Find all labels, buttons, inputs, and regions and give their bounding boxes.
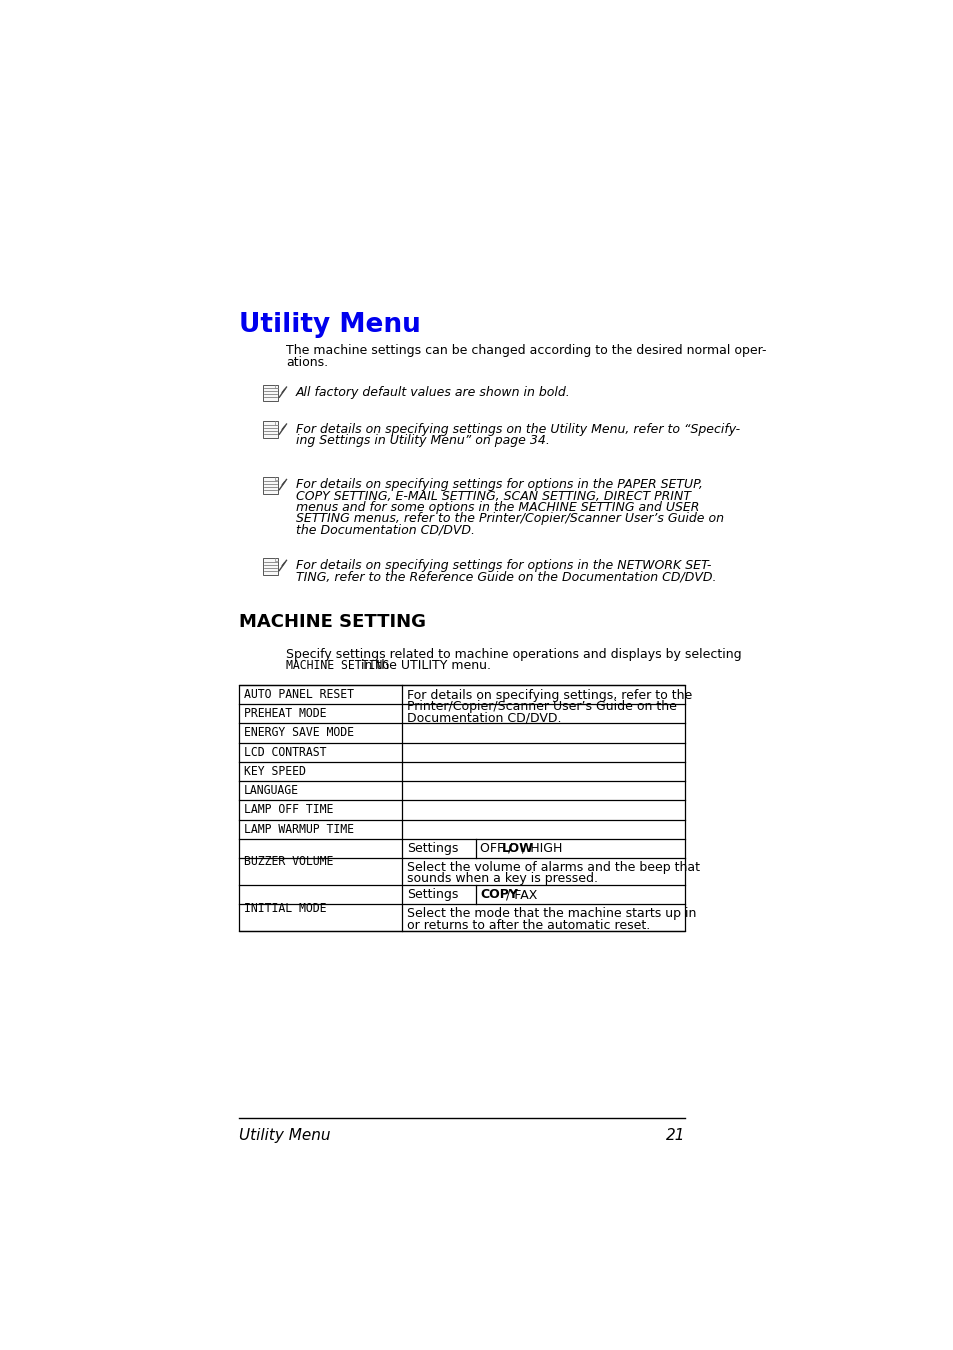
Text: sounds when a key is pressed.: sounds when a key is pressed. <box>406 872 598 886</box>
Bar <box>262 558 278 575</box>
Bar <box>239 684 684 932</box>
Text: For details on specifying settings for options in the NETWORK SET-: For details on specifying settings for o… <box>295 559 711 572</box>
Bar <box>262 421 278 439</box>
Text: / FAX: / FAX <box>501 888 537 902</box>
Text: TING, refer to the Reference Guide on the Documentation CD/DVD.: TING, refer to the Reference Guide on th… <box>295 571 716 583</box>
Text: Settings: Settings <box>406 842 457 855</box>
Text: / HIGH: / HIGH <box>517 842 561 855</box>
Text: SETTING menus, refer to the Printer/Copier/Scanner User’s Guide on: SETTING menus, refer to the Printer/Copi… <box>295 512 723 525</box>
Text: Select the volume of alarms and the beep that: Select the volume of alarms and the beep… <box>406 861 700 875</box>
Text: LCD CONTRAST: LCD CONTRAST <box>244 745 326 759</box>
Text: For details on specifying settings, refer to the: For details on specifying settings, refe… <box>406 688 691 702</box>
Text: or returns to after the automatic reset.: or returns to after the automatic reset. <box>406 918 649 932</box>
Text: Utility Menu: Utility Menu <box>239 312 421 338</box>
Text: OFF /: OFF / <box>480 842 517 855</box>
Bar <box>262 385 278 401</box>
Text: For details on specifying settings for options in the PAPER SETUP,: For details on specifying settings for o… <box>295 478 702 491</box>
Text: LOW: LOW <box>501 842 534 855</box>
Text: KEY SPEED: KEY SPEED <box>244 765 306 778</box>
Text: in the UTILITY menu.: in the UTILITY menu. <box>356 659 490 672</box>
Text: For details on specifying settings on the Utility Menu, refer to “Specify-: For details on specifying settings on th… <box>295 423 740 436</box>
Text: The machine settings can be changed according to the desired normal oper-: The machine settings can be changed acco… <box>286 344 765 358</box>
Text: LAMP WARMUP TIME: LAMP WARMUP TIME <box>244 822 354 836</box>
Text: AUTO PANEL RESET: AUTO PANEL RESET <box>244 688 354 701</box>
Text: Select the mode that the machine starts up in: Select the mode that the machine starts … <box>406 907 696 921</box>
Text: ations.: ations. <box>286 355 328 369</box>
Text: 21: 21 <box>665 1127 684 1142</box>
Text: All factory default values are shown in bold.: All factory default values are shown in … <box>295 386 570 400</box>
Text: Settings: Settings <box>406 888 457 902</box>
Text: BUZZER VOLUME: BUZZER VOLUME <box>244 856 333 868</box>
Text: Utility Menu: Utility Menu <box>239 1127 331 1142</box>
Text: menus and for some options in the MACHINE SETTING and USER: menus and for some options in the MACHIN… <box>295 501 699 514</box>
Text: MACHINE SETTING: MACHINE SETTING <box>286 659 389 672</box>
Text: INITIAL MODE: INITIAL MODE <box>244 902 326 915</box>
Text: ENERGY SAVE MODE: ENERGY SAVE MODE <box>244 726 354 740</box>
Text: the Documentation CD/DVD.: the Documentation CD/DVD. <box>295 524 475 536</box>
Bar <box>262 477 278 494</box>
Text: LAMP OFF TIME: LAMP OFF TIME <box>244 803 333 817</box>
Text: COPY SETTING, E-MAIL SETTING, SCAN SETTING, DIRECT PRINT: COPY SETTING, E-MAIL SETTING, SCAN SETTI… <box>295 490 690 502</box>
Text: ing Settings in Utility Menu” on page 34.: ing Settings in Utility Menu” on page 34… <box>295 435 549 447</box>
Text: MACHINE SETTING: MACHINE SETTING <box>239 613 426 632</box>
Text: PREHEAT MODE: PREHEAT MODE <box>244 707 326 720</box>
Text: Documentation CD/DVD.: Documentation CD/DVD. <box>406 711 560 724</box>
Text: Specify settings related to machine operations and displays by selecting: Specify settings related to machine oper… <box>286 648 740 662</box>
Text: Printer/Copier/Scanner User’s Guide on the: Printer/Copier/Scanner User’s Guide on t… <box>406 699 676 713</box>
Text: COPY: COPY <box>480 888 517 902</box>
Text: LANGUAGE: LANGUAGE <box>244 784 298 798</box>
